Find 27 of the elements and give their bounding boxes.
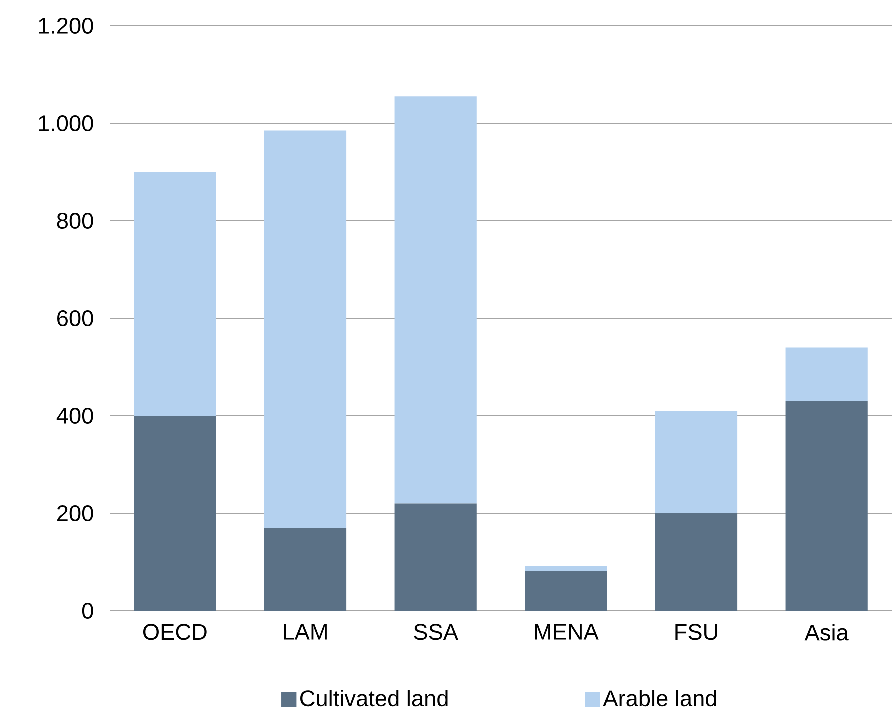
x-tick-label: FSU bbox=[676, 624, 718, 640]
y-tick-label: 200 bbox=[58, 505, 94, 522]
bar bbox=[655, 411, 738, 514]
y-tick-label: 0 bbox=[82, 602, 94, 620]
y-tick-label: 400 bbox=[56, 408, 94, 424]
bar bbox=[655, 513, 738, 611]
bar bbox=[264, 528, 347, 611]
bar bbox=[525, 566, 608, 572]
x-tick-label: OECD bbox=[143, 624, 207, 640]
bar bbox=[786, 348, 868, 402]
x-tick-label: Asia bbox=[804, 624, 849, 641]
bar bbox=[394, 504, 477, 611]
legend-label: Cultivated land bbox=[300, 690, 448, 707]
x-tick-label: SSA bbox=[414, 624, 458, 640]
bar bbox=[786, 401, 868, 611]
y-tick-label: 600 bbox=[58, 310, 94, 327]
y-tick-label: 1.000 bbox=[39, 115, 94, 132]
y-tick-label: 1.200 bbox=[39, 18, 94, 34]
legend-label: Arable land bbox=[603, 690, 716, 707]
bar bbox=[525, 571, 608, 611]
bar bbox=[134, 172, 216, 416]
bar bbox=[264, 130, 347, 528]
x-tick-label: MENA bbox=[535, 624, 599, 640]
y-tick-label: 800 bbox=[57, 212, 94, 230]
bar bbox=[394, 96, 477, 504]
x-tick-label: LAM bbox=[284, 624, 327, 640]
bar bbox=[134, 416, 216, 611]
